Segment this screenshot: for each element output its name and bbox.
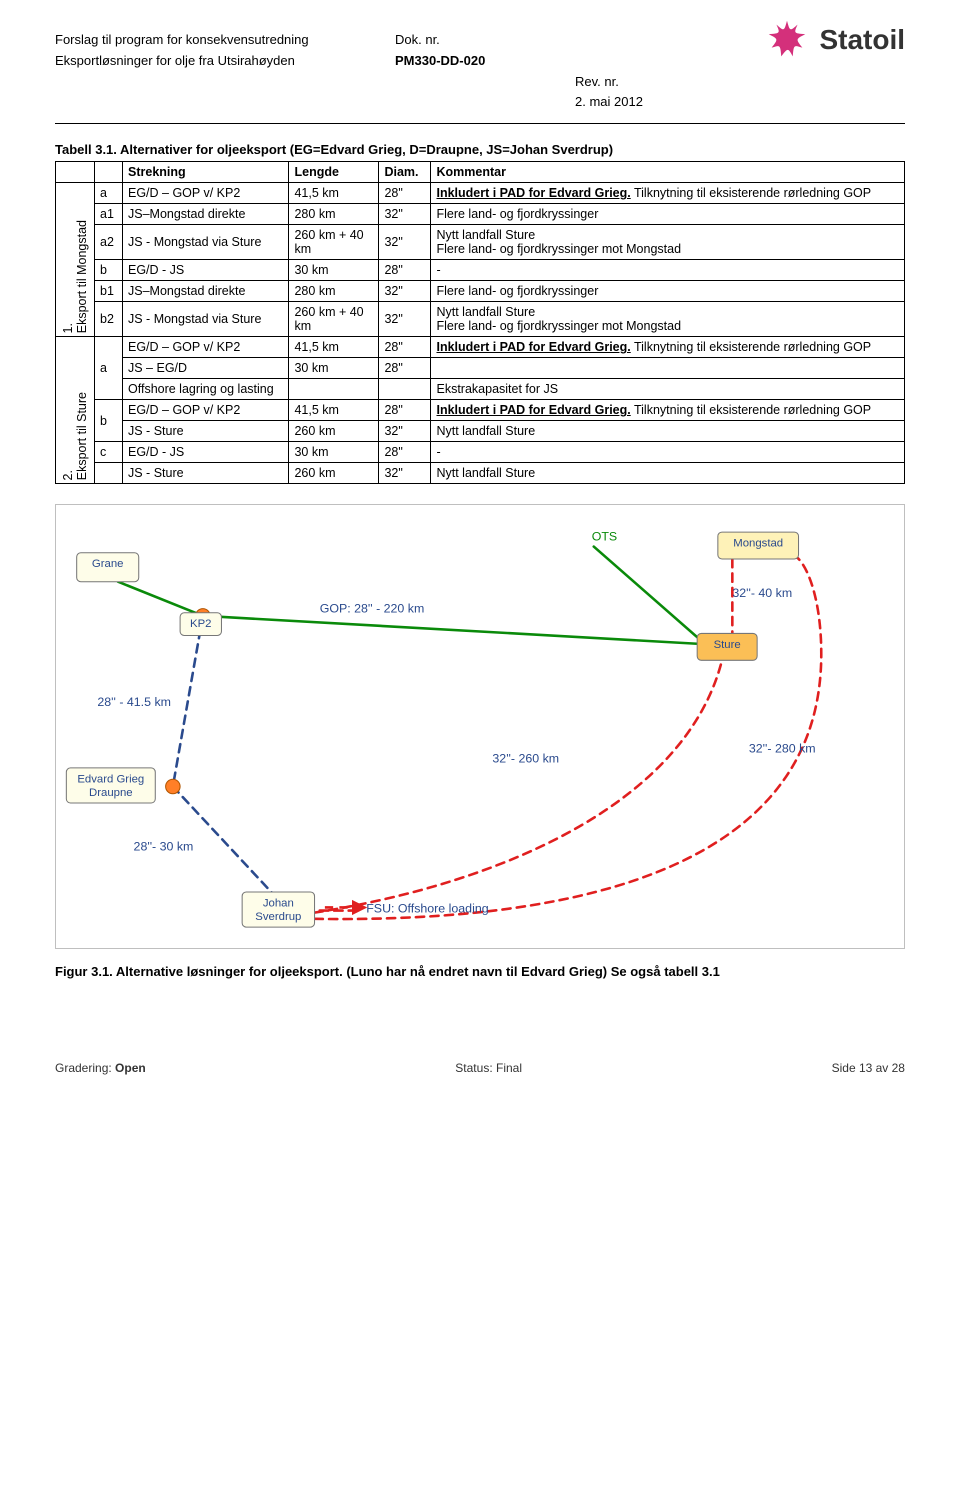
hdr-rev: Rev. nr. <box>555 72 905 93</box>
svg-text:OTS: OTS <box>592 530 617 544</box>
svg-text:Johan: Johan <box>263 898 294 910</box>
table-row: JS – EG/D30 km28" <box>56 358 905 379</box>
th-diam: Diam. <box>379 162 431 183</box>
svg-text:Sverdrup: Sverdrup <box>255 911 301 923</box>
page-header: Statoil Forslag til program for konsekve… <box>55 30 905 124</box>
svg-text:Draupne: Draupne <box>89 787 133 799</box>
svg-text:FSU: Offshore loading: FSU: Offshore loading <box>366 902 488 916</box>
table-row: JS - Sture260 km32"Nytt landfall Sture <box>56 421 905 442</box>
th-lengde: Lengde <box>289 162 379 183</box>
svg-text:32''- 40 km: 32''- 40 km <box>732 586 792 600</box>
table-row: b2JS - Mongstad via Sture260 km + 40 km3… <box>56 302 905 337</box>
footer-left: Gradering: Open <box>55 1061 146 1075</box>
hdr-l1-left: Forslag til program for konsekvensutredn… <box>55 30 395 51</box>
kom: Inkludert i PAD for Edvard Grieg. Tilkny… <box>431 183 905 204</box>
group1-label: 1. Eksport til Mongstad <box>56 183 95 337</box>
svg-text:Sture: Sture <box>714 639 741 651</box>
table-head-row: Strekning Lengde Diam. Kommentar <box>56 162 905 183</box>
svg-text:KP2: KP2 <box>190 618 211 630</box>
hdr-l1-mid: Dok. nr. <box>395 30 555 51</box>
table-row: bEG/D - JS30 km28"- <box>56 260 905 281</box>
table-row: b1JS–Mongstad direkte280 km32"Flere land… <box>56 281 905 302</box>
footer-mid: Status: Final <box>455 1061 522 1075</box>
hdr-l2-left: Eksportløsninger for olje fra Utsirahøyd… <box>55 51 395 72</box>
svg-text:Mongstad: Mongstad <box>733 538 783 550</box>
alternatives-table: Strekning Lengde Diam. Kommentar 1. Eksp… <box>55 161 905 484</box>
table-caption: Tabell 3.1. Alternativer for oljeeksport… <box>55 142 905 157</box>
svg-text:Grane: Grane <box>92 558 124 570</box>
svg-text:28''- 30 km: 28''- 30 km <box>134 840 194 854</box>
table-row: Offshore lagring og lastingEkstrakapasit… <box>56 379 905 400</box>
figure-caption: Figur 3.1. Alternative løsninger for olj… <box>55 963 905 981</box>
group2-label: 2. Eksport til Sture <box>56 337 95 484</box>
footer-right: Side 13 av 28 <box>832 1061 905 1075</box>
page-footer: Gradering: Open Status: Final Side 13 av… <box>55 1061 905 1075</box>
table-row: 1. Eksport til Mongstad a EG/D – GOP v/ … <box>56 183 905 204</box>
svg-text:GOP: 28'' - 220 km: GOP: 28'' - 220 km <box>320 602 425 616</box>
th-kommentar: Kommentar <box>431 162 905 183</box>
th-strekning: Strekning <box>123 162 289 183</box>
star-icon <box>763 16 811 64</box>
table-row: a1JS–Mongstad direkte280 km32"Flere land… <box>56 204 905 225</box>
table-row: JS - Sture260 km32"Nytt landfall Sture <box>56 463 905 484</box>
svg-text:28'' - 41.5 km: 28'' - 41.5 km <box>97 695 171 709</box>
logo-text: Statoil <box>819 24 905 56</box>
hdr-date: 2. mai 2012 <box>555 92 905 113</box>
svg-text:32''- 280 km: 32''- 280 km <box>749 742 816 756</box>
svg-text:32''- 260 km: 32''- 260 km <box>492 752 559 766</box>
table-row: a2JS - Mongstad via Sture260 km + 40 km3… <box>56 225 905 260</box>
table-row: cEG/D - JS30 km28"- <box>56 442 905 463</box>
table-row: 2. Eksport til Sture a EG/D – GOP v/ KP2… <box>56 337 905 358</box>
statoil-logo: Statoil <box>763 16 905 64</box>
pipeline-diagram: Grane KP2 Edvard GriegDraupne JohanSverdrup… <box>55 504 905 949</box>
svg-text:Edvard Grieg: Edvard Grieg <box>77 774 144 786</box>
table-row: b EG/D – GOP v/ KP241,5 km 28" Inkludert… <box>56 400 905 421</box>
hdr-l2-mid: PM330-DD-020 <box>395 51 555 72</box>
